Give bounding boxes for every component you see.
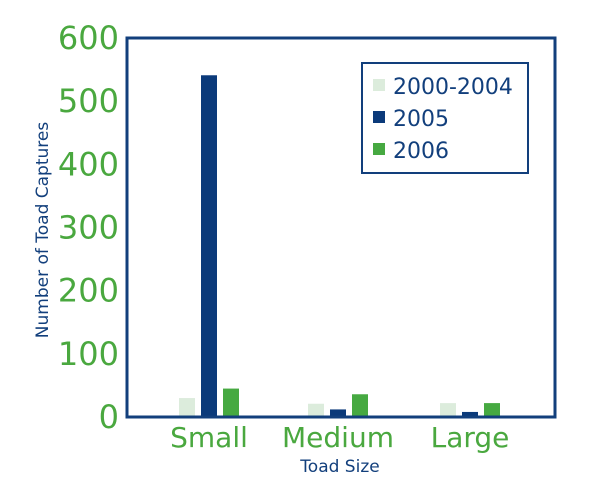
- bar-small-2006: [223, 388, 239, 417]
- bar-small-2005: [201, 75, 217, 417]
- bar-large-2006: [484, 403, 500, 417]
- bar-medium-2006: [352, 394, 368, 417]
- bar-large-2005: [462, 411, 478, 417]
- y-tick-label: 600: [58, 19, 119, 57]
- x-tick-label: Large: [431, 421, 510, 454]
- bars: [179, 75, 500, 417]
- y-axis-title: Number of Toad Captures: [33, 122, 53, 339]
- legend: 2000-2004 2005 2006: [361, 62, 529, 174]
- legend-swatch: [373, 143, 385, 155]
- y-tick-label: 500: [58, 82, 119, 120]
- bar-medium-2000-2004: [308, 403, 324, 417]
- legend-swatch: [373, 111, 385, 123]
- y-tick-label: 400: [58, 145, 119, 183]
- y-tick-label: 200: [58, 272, 119, 310]
- bar-large-2000-2004: [440, 403, 456, 417]
- x-tick-label: Small: [170, 421, 248, 454]
- y-tick-label: 100: [58, 335, 119, 373]
- y-axis-ticks: 0 100 200 300 400 500 600: [58, 19, 119, 436]
- y-tick-label: 300: [58, 209, 119, 247]
- bar-small-2000-2004: [179, 398, 195, 417]
- legend-swatch: [373, 79, 385, 91]
- bar-medium-2005: [330, 409, 346, 417]
- plot-frame: [125, 36, 557, 419]
- legend-box: [361, 62, 529, 174]
- legend-label: 2005: [393, 107, 449, 132]
- x-axis-title: Toad Size: [299, 457, 379, 477]
- legend-label: 2006: [393, 139, 449, 164]
- x-tick-label: Medium: [282, 421, 394, 454]
- y-tick-label: 0: [99, 398, 119, 436]
- legend-label: 2000-2004: [393, 75, 513, 100]
- x-axis-labels: Small Medium Large: [170, 421, 509, 454]
